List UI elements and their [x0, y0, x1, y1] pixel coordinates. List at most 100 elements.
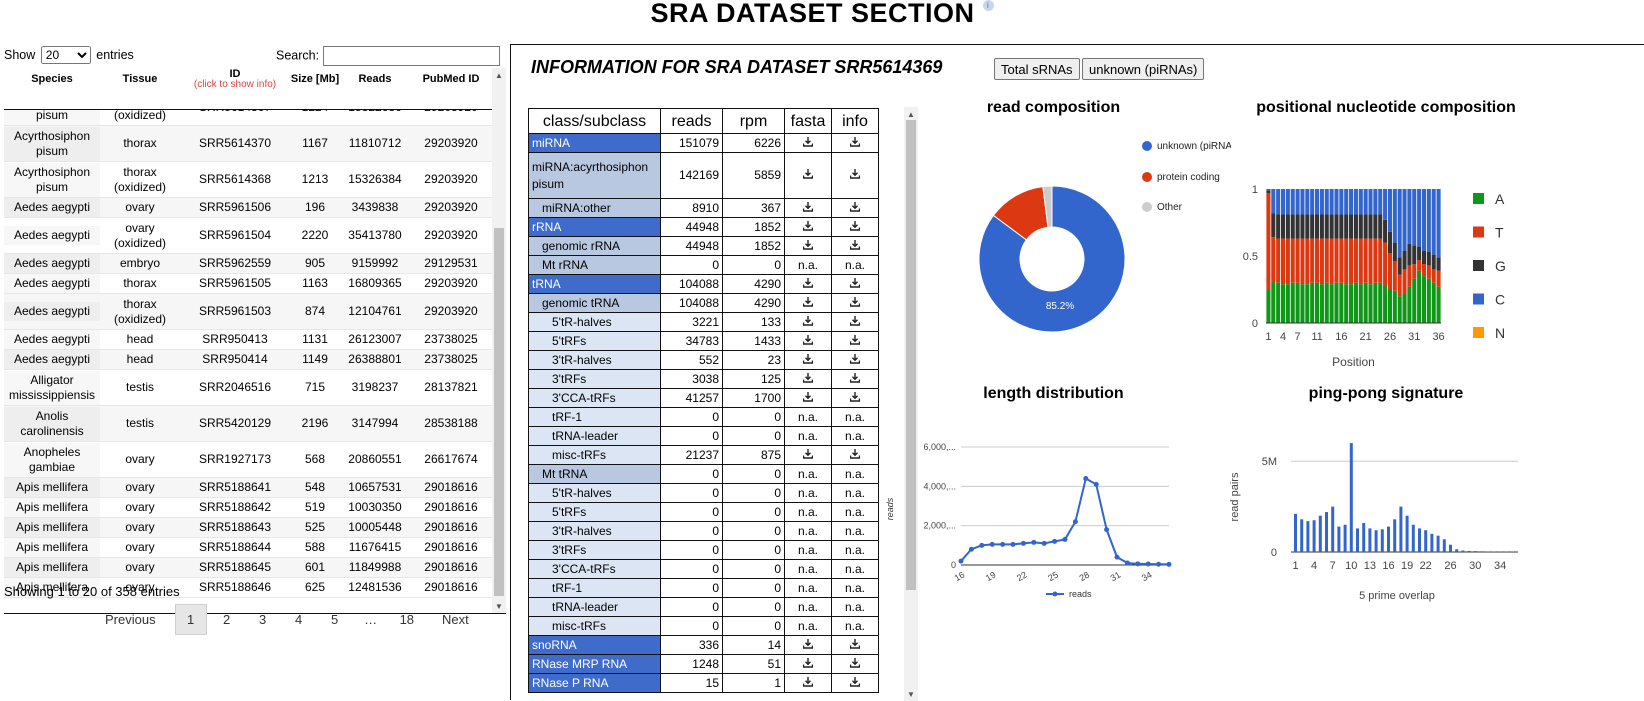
next-button[interactable]: Next: [427, 604, 478, 635]
col-reads[interactable]: Reads: [340, 73, 410, 85]
search-input[interactable]: [323, 46, 500, 66]
cell-id[interactable]: SRR5420129: [180, 414, 290, 433]
cell-id[interactable]: SRR1927173: [180, 450, 290, 469]
cell-id[interactable]: SRR950414: [180, 350, 290, 369]
page-button-5[interactable]: 5: [319, 604, 351, 635]
info-download-icon[interactable]: [832, 237, 879, 256]
col-species[interactable]: Species: [4, 73, 100, 85]
fasta-download-icon[interactable]: [785, 153, 832, 199]
info-download-icon[interactable]: [832, 370, 879, 389]
fasta-download-icon[interactable]: [785, 218, 832, 237]
fasta-download-icon[interactable]: [785, 134, 832, 153]
col-id[interactable]: ID (click to show info): [180, 68, 290, 90]
cell-id[interactable]: SRR5188643: [180, 518, 290, 537]
fasta-download-icon[interactable]: [785, 351, 832, 370]
fasta-download-icon[interactable]: [785, 655, 832, 674]
class-reads: 34783: [661, 332, 723, 351]
page-button-3[interactable]: 3: [247, 604, 279, 635]
info-download-icon[interactable]: [832, 332, 879, 351]
info-download-icon[interactable]: [832, 389, 879, 408]
fasta-download-icon[interactable]: [785, 389, 832, 408]
cell-id[interactable]: SRR5961503: [180, 302, 290, 321]
info-download-icon[interactable]: [832, 294, 879, 313]
cell-id[interactable]: SRR5961504: [180, 226, 290, 245]
cell-id[interactable]: SRR5961505: [180, 274, 290, 293]
info-download-icon[interactable]: [832, 134, 879, 153]
scroll-up-arrow-icon[interactable]: ▲: [495, 71, 503, 80]
col-pubmed[interactable]: PubMed ID: [410, 73, 492, 85]
fasta-download-icon[interactable]: [785, 446, 832, 465]
cell-id[interactable]: SRR2046516: [180, 378, 290, 397]
info-download-icon[interactable]: [832, 199, 879, 218]
info-download-icon[interactable]: [832, 275, 879, 294]
page-button-1[interactable]: 1: [175, 604, 207, 635]
table-scrollbar[interactable]: ▲ ▼: [492, 68, 506, 614]
info-download-icon[interactable]: [832, 446, 879, 465]
col-tissue[interactable]: Tissue: [100, 73, 180, 85]
cell-id[interactable]: SRR5188644: [180, 538, 290, 557]
info-download-icon[interactable]: [832, 351, 879, 370]
info-download-icon[interactable]: [832, 313, 879, 332]
cell-id[interactable]: SRR5961506: [180, 198, 290, 217]
col-size[interactable]: Size [Mb]: [290, 73, 340, 85]
cell-id[interactable]: SRR5614368: [180, 170, 290, 189]
total-srnas-button[interactable]: Total sRNAs: [994, 58, 1080, 80]
cell-id[interactable]: SRR5188645: [180, 558, 290, 577]
info-icon[interactable]: i: [983, 0, 994, 11]
scroll-down-arrow-icon[interactable]: ▼: [907, 690, 915, 699]
unknown-pirnas-button[interactable]: unknown (piRNAs): [1082, 58, 1204, 80]
fasta-download-icon[interactable]: [785, 275, 832, 294]
page-button-4[interactable]: 4: [283, 604, 315, 635]
page-button-18[interactable]: 18: [391, 604, 423, 635]
fasta-download-icon[interactable]: [785, 294, 832, 313]
cell-id[interactable]: SRR5188641: [180, 478, 290, 497]
fasta-download-icon[interactable]: [785, 636, 832, 655]
fasta-download-icon[interactable]: [785, 332, 832, 351]
class-name: rRNA: [529, 218, 661, 237]
cell-id[interactable]: SRR5614367: [180, 110, 290, 117]
y-tick-label: 2,000,...: [923, 521, 956, 531]
info-download-icon[interactable]: [832, 674, 879, 693]
info-download-icon[interactable]: [832, 655, 879, 674]
fasta-download-icon[interactable]: [785, 237, 832, 256]
info-download-icon[interactable]: [832, 218, 879, 237]
info-download-icon[interactable]: [832, 636, 879, 655]
scroll-down-arrow-icon[interactable]: ▼: [495, 602, 503, 611]
scrollbar-thumb[interactable]: [494, 228, 504, 596]
scroll-up-arrow-icon[interactable]: ▲: [907, 110, 915, 119]
cell-id[interactable]: SRR5188646: [180, 578, 290, 597]
stack-segment: [1383, 285, 1387, 323]
cell-id[interactable]: SRR950413: [180, 330, 290, 349]
cell-id[interactable]: SRR5614370: [180, 134, 290, 153]
cell-id[interactable]: SRR5962559: [180, 254, 290, 273]
fasta-download-icon[interactable]: [785, 370, 832, 389]
fasta-download-icon[interactable]: [785, 674, 832, 693]
previous-button[interactable]: Previous: [96, 604, 171, 635]
page-button-2[interactable]: 2: [211, 604, 243, 635]
cell-id[interactable]: SRR5188642: [180, 498, 290, 517]
stack-segment: [1417, 189, 1421, 247]
info-download-icon[interactable]: [832, 153, 879, 199]
stack-segment: [1432, 189, 1436, 255]
fasta-download-icon[interactable]: [785, 199, 832, 218]
fasta-download-icon[interactable]: [785, 313, 832, 332]
entries-select[interactable]: 20: [41, 46, 91, 64]
